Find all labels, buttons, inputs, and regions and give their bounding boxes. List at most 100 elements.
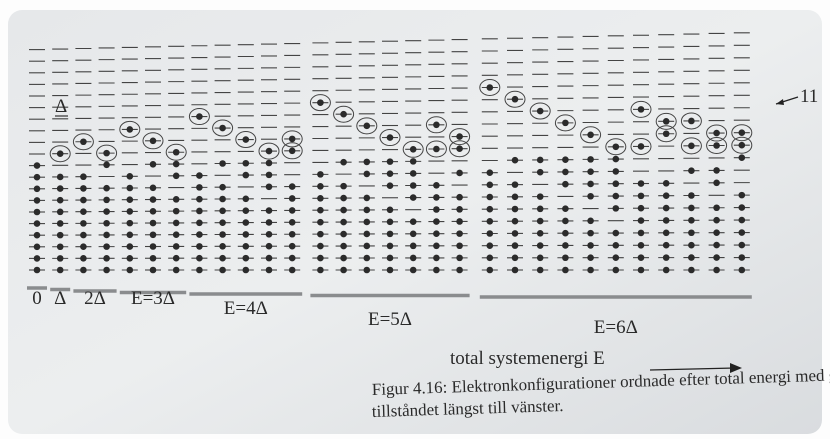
electron: [739, 154, 746, 161]
level-spacing-label: Δ: [55, 96, 67, 117]
electron: [266, 243, 273, 250]
electron: [219, 208, 226, 215]
electron: [243, 136, 250, 143]
electron: [103, 255, 110, 262]
electron: [364, 195, 371, 202]
electron: [103, 162, 110, 169]
electron: [433, 255, 440, 262]
electron: [57, 209, 64, 216]
electron: [587, 156, 594, 163]
electron: [219, 243, 226, 250]
electron: [587, 254, 594, 261]
electron: [456, 267, 463, 274]
electron: [340, 219, 347, 226]
electron: [196, 231, 203, 238]
electron: [537, 193, 544, 200]
electron: [364, 219, 371, 226]
electron: [80, 255, 87, 262]
electron: [410, 170, 417, 177]
electron: [150, 196, 157, 203]
electron: [127, 243, 134, 250]
electron: [433, 206, 440, 213]
electron: [243, 243, 250, 250]
electron: [638, 254, 645, 261]
electron: [688, 217, 695, 224]
electron: [562, 254, 569, 261]
electron: [150, 243, 157, 250]
electron: [433, 230, 440, 237]
electron: [713, 217, 720, 224]
electron: [266, 255, 273, 262]
electron: [34, 186, 41, 193]
electron: [456, 255, 463, 262]
electron: [587, 131, 594, 138]
group-label: E=6Δ: [594, 317, 638, 338]
electron: [487, 182, 494, 189]
electron: [57, 197, 64, 204]
electron: [512, 242, 519, 249]
electron: [80, 220, 87, 227]
electron: [266, 160, 273, 167]
axis-label: total systemenergi E: [450, 348, 605, 369]
electron: [266, 267, 273, 274]
electron: [487, 230, 494, 237]
electron: [80, 208, 87, 215]
electron: [219, 196, 226, 203]
electron: [562, 205, 569, 212]
electron: [739, 142, 746, 149]
electron: [196, 113, 203, 120]
electron: [562, 267, 569, 274]
electron: [243, 231, 250, 238]
electron: [663, 267, 670, 274]
electron: [512, 267, 519, 274]
electron: [663, 130, 670, 137]
electron: [364, 123, 371, 130]
electron: [266, 231, 273, 238]
electron: [150, 161, 157, 168]
electron: [456, 230, 463, 237]
electron: [340, 183, 347, 190]
electron: [196, 196, 203, 203]
electron: [562, 181, 569, 188]
electron: [173, 231, 180, 238]
electron: [587, 242, 594, 249]
electron: [289, 136, 296, 143]
electron: [127, 196, 134, 203]
electron: [127, 185, 134, 192]
electron: [587, 181, 594, 188]
electron: [364, 171, 371, 178]
electron: [713, 229, 720, 236]
electron: [266, 219, 273, 226]
electron: [127, 267, 134, 274]
electron: [57, 243, 64, 250]
electron: [289, 183, 296, 190]
electron: [433, 243, 440, 250]
electron: [587, 168, 594, 175]
electron: [196, 184, 203, 191]
electron: [562, 169, 569, 176]
electron: [289, 207, 296, 214]
electron: [317, 243, 324, 250]
electron: [537, 254, 544, 261]
electron: [433, 194, 440, 201]
electron: [512, 157, 519, 164]
electron: [456, 206, 463, 213]
electron: [317, 255, 324, 262]
electron: [663, 192, 670, 199]
electron: [219, 231, 226, 238]
electron: [340, 267, 347, 274]
electron: [613, 267, 620, 274]
group-label: 2Δ: [84, 288, 106, 309]
electron: [487, 267, 494, 274]
electron: [663, 242, 670, 249]
electron: [713, 204, 720, 211]
electron: [487, 218, 494, 225]
electron: [638, 267, 645, 274]
electron: [80, 173, 87, 180]
electron: [638, 106, 645, 113]
electron: [340, 195, 347, 202]
electron: [713, 180, 720, 187]
electron: [537, 157, 544, 164]
electron: [487, 169, 494, 176]
electron: [340, 159, 347, 166]
